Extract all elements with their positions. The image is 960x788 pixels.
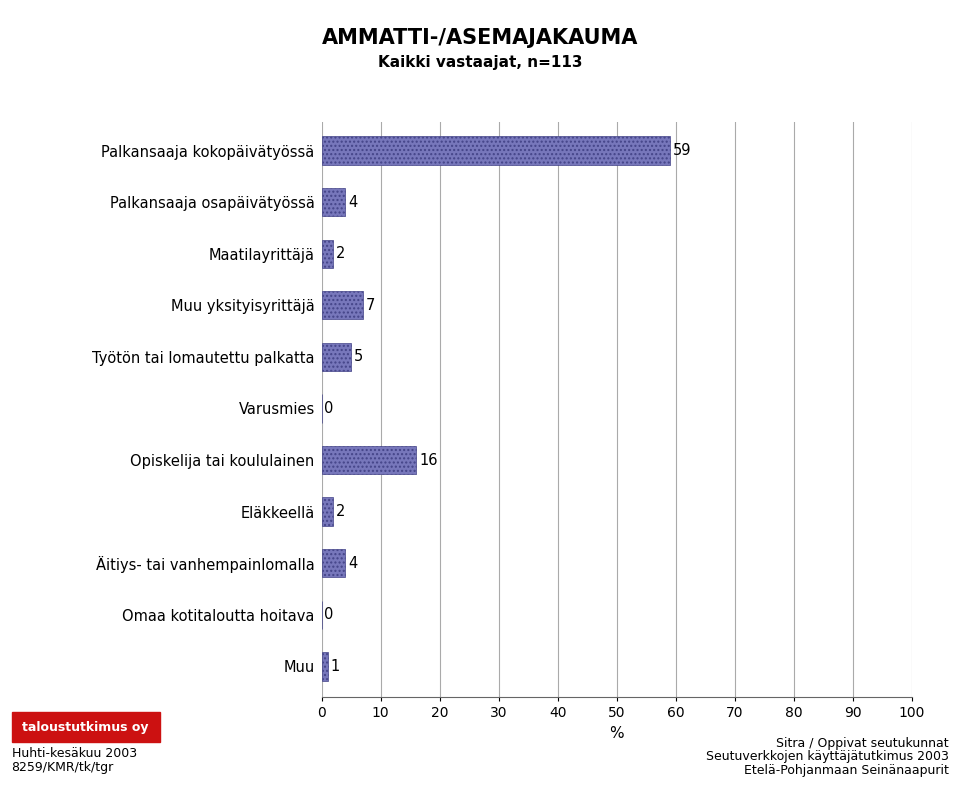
Bar [322, 291, 363, 319]
Text: 59: 59 [673, 143, 691, 158]
X-axis label: %: % [610, 726, 624, 741]
Text: 0: 0 [324, 608, 333, 623]
Text: 2: 2 [336, 504, 346, 519]
Bar [322, 549, 346, 578]
Text: 8259/KMR/tk/tgr: 8259/KMR/tk/tgr [12, 761, 114, 774]
Text: 2: 2 [336, 246, 346, 261]
Text: Huhti-kesäkuu 2003: Huhti-kesäkuu 2003 [12, 747, 136, 760]
Bar [322, 136, 670, 165]
Text: 4: 4 [348, 195, 357, 210]
Text: Sitra / Oppivat seutukunnat: Sitra / Oppivat seutukunnat [776, 737, 948, 749]
Text: AMMATTI-/ASEMAJAKAUMA: AMMATTI-/ASEMAJAKAUMA [322, 28, 638, 47]
Bar [322, 343, 351, 371]
Bar [322, 497, 333, 526]
Text: 16: 16 [419, 452, 438, 467]
Text: 0: 0 [324, 401, 333, 416]
Text: 4: 4 [348, 556, 357, 571]
Text: 1: 1 [330, 659, 340, 674]
Text: 7: 7 [366, 298, 375, 313]
Text: Etelä-Pohjanmaan Seinänaapurit: Etelä-Pohjanmaan Seinänaapurit [744, 764, 948, 776]
Bar [322, 240, 333, 268]
Text: 5: 5 [354, 349, 363, 364]
Bar [322, 652, 327, 681]
Text: taloustutkimus oy: taloustutkimus oy [22, 721, 149, 734]
Bar [322, 446, 416, 474]
Bar [322, 188, 346, 216]
Text: Seutuverkkojen käyttäjätutkimus 2003: Seutuverkkojen käyttäjätutkimus 2003 [706, 750, 948, 763]
Text: Kaikki vastaajat, n=113: Kaikki vastaajat, n=113 [377, 55, 583, 70]
